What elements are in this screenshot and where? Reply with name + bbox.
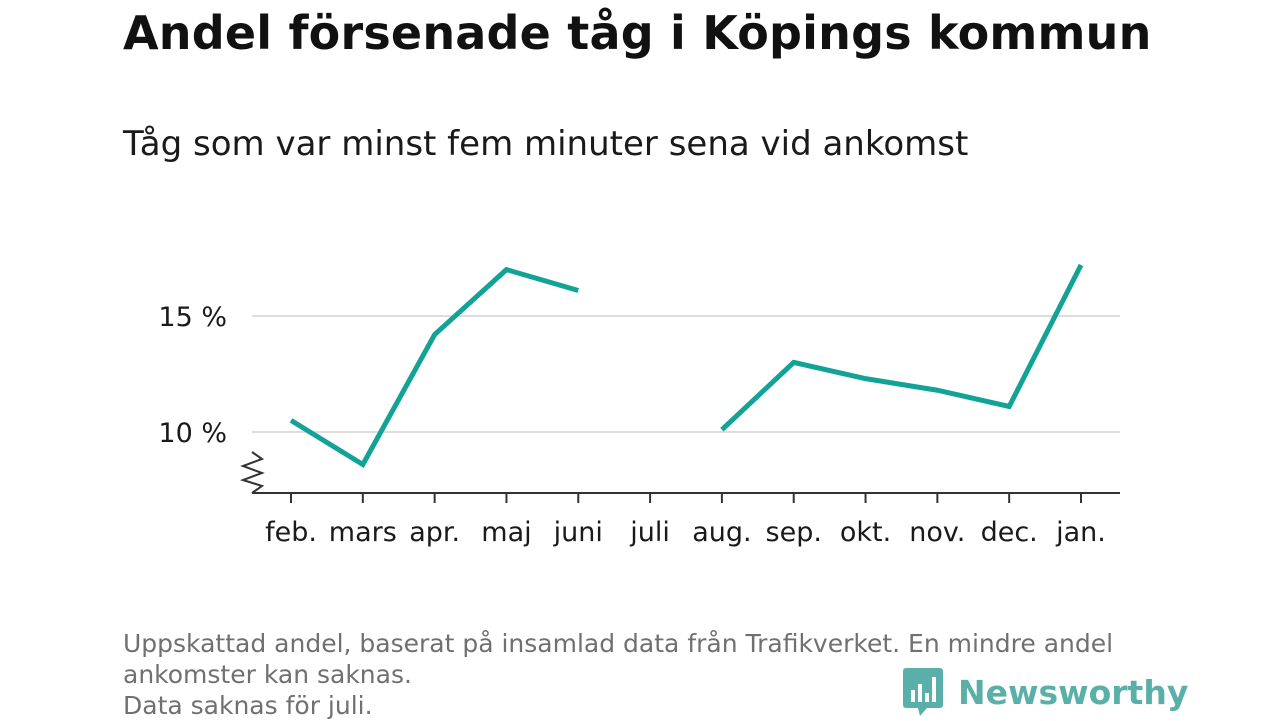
- x-tick-label: maj: [481, 517, 531, 548]
- x-tick-label: feb.: [265, 517, 317, 548]
- footnote: Uppskattad andel, baserat på insamlad da…: [123, 628, 1163, 721]
- chart-subtitle: Tåg som var minst fem minuter sena vid a…: [123, 124, 969, 164]
- x-tick-label: mars: [329, 517, 397, 548]
- brand-name: Newsworthy: [958, 672, 1189, 712]
- bar-chart-bubble-icon: [903, 668, 943, 716]
- x-tick-label: sep.: [766, 517, 822, 548]
- x-tick-label: juni: [553, 517, 603, 548]
- x-tick-label: dec.: [981, 517, 1038, 548]
- x-tick-label: jan.: [1055, 517, 1106, 548]
- newsworthy-logo: Newsworthy: [903, 668, 1188, 716]
- y-tick-label: 10 %: [158, 418, 227, 449]
- line-chart: 10 % 15 % feb. mars apr. maj juni juli aug. sep. o…: [158, 263, 1120, 548]
- footnote-line-2: ankomster kan saknas.: [123, 660, 412, 689]
- x-tick-label: aug.: [692, 517, 751, 548]
- footnote-line-1: Uppskattad andel, baserat på insamlad da…: [123, 629, 1114, 658]
- chart-title: Andel försenade tåg i Köpings kommun: [123, 6, 1152, 60]
- footnote-line-3: Data saknas för juli.: [123, 691, 373, 720]
- series-line: [720, 263, 1084, 432]
- x-tick-label: okt.: [840, 517, 891, 548]
- axis-break-icon: [239, 451, 265, 494]
- y-tick-label: 15 %: [158, 302, 227, 333]
- series-line: [289, 266, 579, 468]
- x-tick-label: apr.: [409, 517, 460, 548]
- x-tick-label: nov.: [909, 517, 965, 548]
- x-tick-label: juli: [629, 517, 670, 548]
